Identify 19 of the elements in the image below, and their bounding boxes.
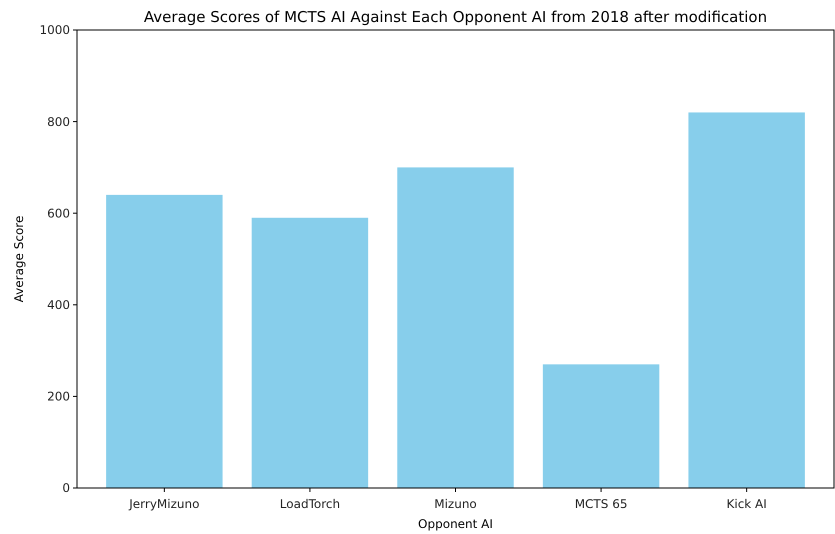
y-tick-label: 200 <box>47 390 70 404</box>
bar <box>688 112 805 488</box>
x-tick-label: Kick AI <box>726 497 767 511</box>
bar <box>397 167 514 488</box>
y-tick-label: 600 <box>47 206 70 220</box>
x-tick-label: LoadTorch <box>280 497 340 511</box>
x-axis-title: Opponent AI <box>418 517 493 531</box>
bar <box>542 364 660 488</box>
y-axis-title: Average Score <box>12 216 26 302</box>
y-tick-label: 400 <box>47 298 70 312</box>
y-tick-label: 0 <box>62 481 70 496</box>
chart-title: Average Scores of MCTS AI Against Each Opponent AI from 2018 after modification <box>144 8 768 26</box>
bar <box>106 194 223 488</box>
x-tick-label: Mizuno <box>434 497 477 511</box>
y-tick-label: 800 <box>47 114 70 129</box>
x-tick-label: JerryMizuno <box>128 497 200 511</box>
y-tick-label: 1000 <box>39 23 70 38</box>
bar <box>252 218 368 488</box>
x-tick-label: MCTS 65 <box>574 497 628 511</box>
